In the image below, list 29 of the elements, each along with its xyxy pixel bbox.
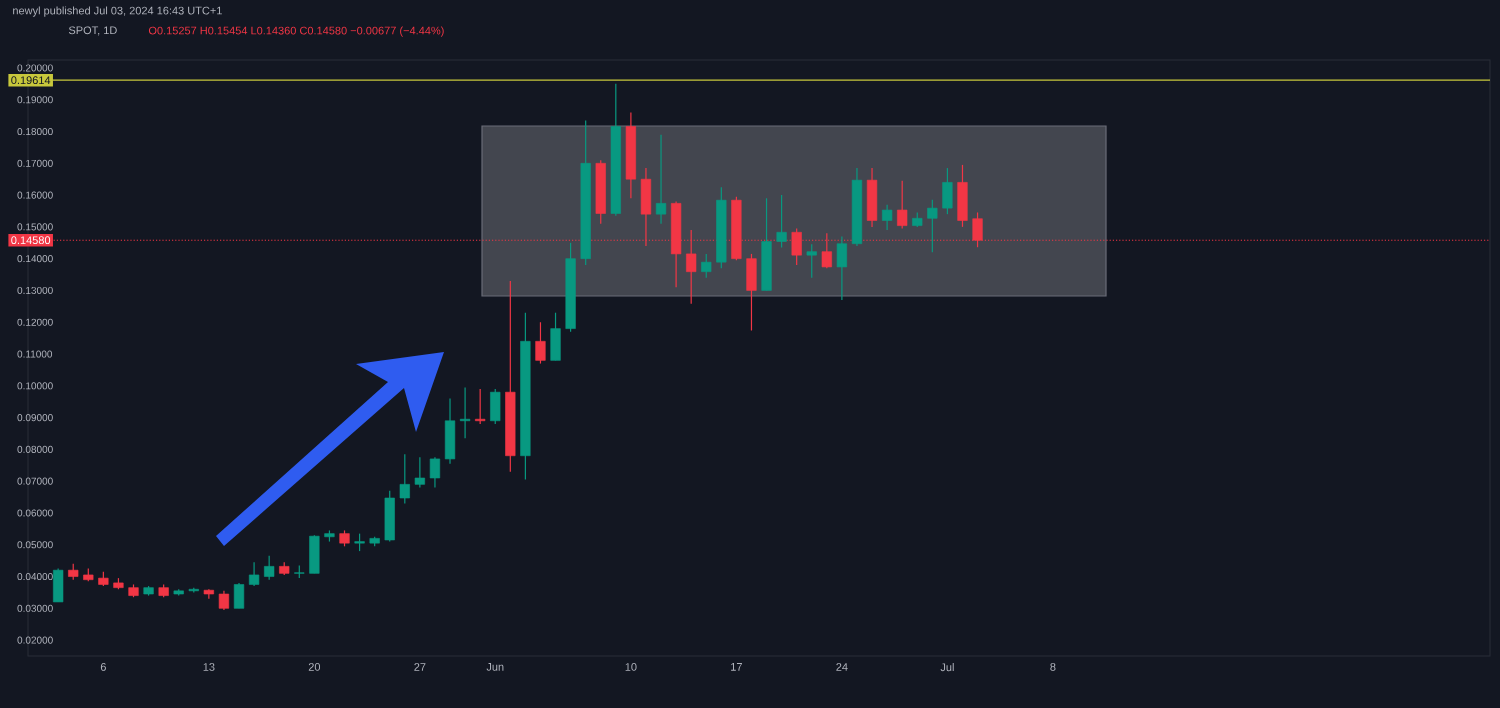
candlestick xyxy=(248,561,260,587)
candlestick xyxy=(701,253,712,279)
candlestick xyxy=(655,134,667,225)
candlestick xyxy=(836,235,848,301)
candlestick xyxy=(490,388,501,425)
candlestick xyxy=(942,167,953,215)
candlestick xyxy=(897,180,908,230)
candlestick xyxy=(746,253,757,332)
candlestick xyxy=(776,194,787,249)
candlestick xyxy=(927,199,938,253)
candlestick xyxy=(866,167,878,228)
candlestick xyxy=(53,567,64,603)
candlestick xyxy=(414,456,425,489)
candlestick xyxy=(475,388,486,425)
candlestick xyxy=(550,312,561,361)
candlestick xyxy=(309,534,320,574)
candlestick xyxy=(384,490,395,543)
candlestick xyxy=(444,397,456,465)
candlestick xyxy=(881,204,893,231)
candlestick xyxy=(218,590,230,611)
candlestick xyxy=(233,582,245,609)
candlestick xyxy=(957,164,968,228)
candlestick xyxy=(203,588,214,600)
candlestick xyxy=(399,453,410,505)
candlestick xyxy=(535,321,546,365)
candlestick xyxy=(264,555,275,581)
candlestick xyxy=(429,456,441,489)
candlestick xyxy=(806,243,817,279)
candlestick xyxy=(459,386,471,439)
